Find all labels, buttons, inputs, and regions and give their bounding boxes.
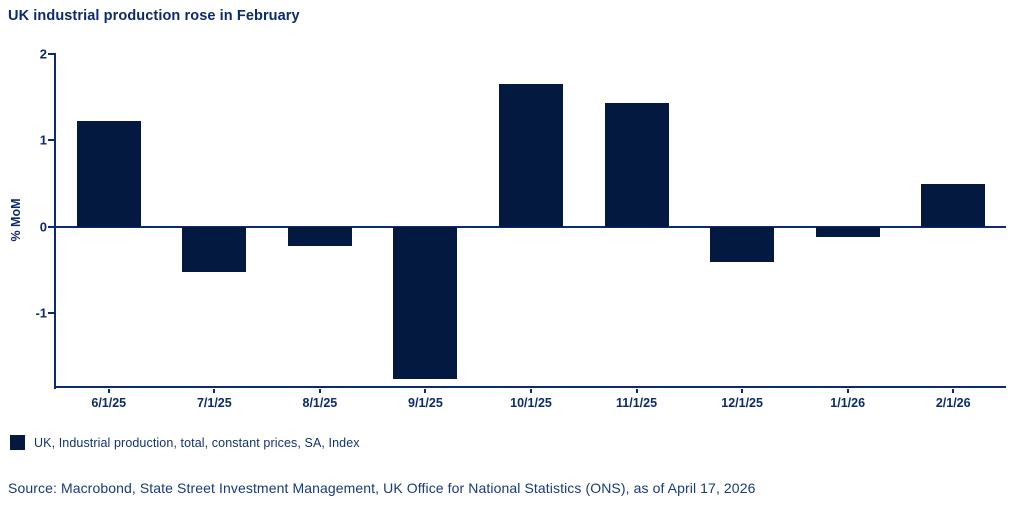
legend-label: UK, Industrial production, total, consta…: [34, 435, 360, 450]
y-tick-label: 0: [39, 219, 47, 235]
x-axis-tick: [107, 389, 110, 393]
bar-10-1-25: [499, 84, 563, 227]
x-axis-tick: [846, 389, 849, 393]
bar-7-1-25: [182, 226, 247, 272]
legend-swatch-icon: [10, 435, 25, 450]
y-axis-tick: [48, 139, 54, 142]
y-axis-labels: 2 1 0 -1: [0, 46, 47, 387]
bar-12-1-25: [710, 226, 775, 262]
x-axis-line: [54, 386, 1006, 388]
bar-6-1-25: [76, 121, 141, 227]
source-note: Source: Macrobond, State Street Investme…: [8, 480, 756, 496]
bar-1-1-26: [815, 226, 880, 238]
x-tick-label: 12/1/25: [721, 396, 763, 410]
x-axis-tick: [952, 389, 955, 393]
chart-title: UK industrial production rose in Februar…: [8, 8, 300, 24]
y-axis-tick: [48, 52, 54, 55]
zero-gridline: [56, 225, 1006, 228]
x-tick-label: 8/1/25: [302, 396, 338, 410]
x-axis-tick: [741, 389, 744, 393]
y-axis-line: [54, 53, 56, 389]
y-tick-label: -1: [35, 305, 47, 321]
y-tick-label: 1: [39, 132, 47, 148]
x-tick-label: 11/1/25: [616, 396, 658, 410]
x-tick-label: 1/1/26: [830, 396, 866, 410]
x-tick-label: 6/1/25: [91, 396, 127, 410]
x-axis-tick: [530, 389, 532, 393]
x-axis-tick: [424, 389, 427, 393]
y-axis-tick: [48, 312, 54, 315]
y-axis-tick: [48, 225, 54, 228]
bar-2-1-26: [921, 183, 986, 227]
plot-area: 6/1/25 7/1/25 8/1/25 9/1/25 10/1/25 11/1/25 12…: [48, 52, 1006, 410]
x-tick-label: 7/1/25: [196, 396, 232, 410]
x-tick-label: 10/1/25: [510, 396, 552, 410]
x-axis-tick: [213, 389, 216, 393]
x-axis-tick: [318, 389, 321, 393]
y-tick-label: 2: [39, 46, 47, 62]
bar-11-1-25: [604, 103, 669, 227]
x-axis-tick: [635, 389, 638, 393]
legend: UK, Industrial production, total, consta…: [10, 435, 360, 450]
x-tick-label: 9/1/25: [408, 396, 443, 410]
bar-8-1-25: [287, 226, 352, 246]
bar-9-1-25: [393, 226, 458, 380]
x-tick-label: 2/1/26: [935, 396, 971, 410]
